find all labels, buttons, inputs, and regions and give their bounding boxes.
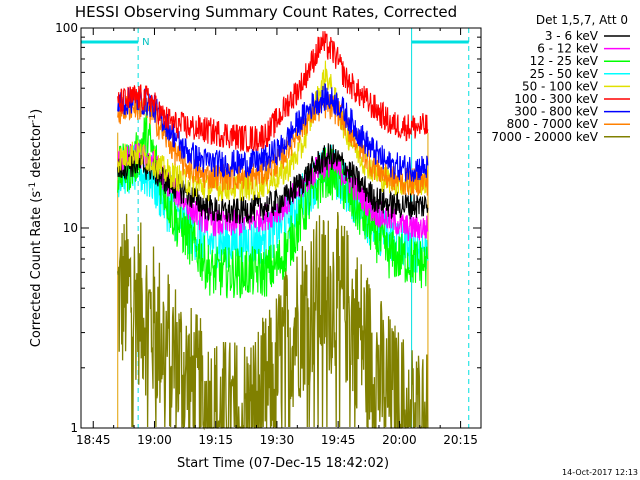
y-tick-label-1: 10 bbox=[63, 221, 78, 235]
series-line-6 bbox=[117, 82, 429, 182]
y-axis-label-sup2: -1 bbox=[28, 114, 38, 123]
x-tick-label-6: 20:15 bbox=[443, 433, 478, 447]
x-tick-label-5: 20:00 bbox=[382, 433, 417, 447]
series-line-4 bbox=[117, 60, 429, 202]
y-axis-label-sup1: -1 bbox=[28, 182, 38, 191]
x-tick-label-0: 18:45 bbox=[76, 433, 111, 447]
x-tick-label-2: 19:15 bbox=[198, 433, 233, 447]
legend-label-4: 50 - 100 keV bbox=[522, 79, 599, 93]
series-line-2 bbox=[117, 109, 429, 299]
y-axis-label-main: Corrected Count Rate (s bbox=[29, 191, 44, 348]
y-tick-label-2: 100 bbox=[55, 21, 78, 35]
y-axis-label: Corrected Count Rate (s-1 detector-1) bbox=[28, 109, 44, 347]
legend-label-3: 25 - 50 keV bbox=[530, 67, 599, 81]
x-tick-label-1: 19:00 bbox=[137, 433, 172, 447]
night-label: N bbox=[142, 37, 149, 48]
y-axis-label-end: ) bbox=[29, 109, 44, 114]
legend-label-7: 800 - 7000 keV bbox=[507, 117, 599, 131]
legend-label-2: 12 - 25 keV bbox=[530, 54, 599, 68]
legend-label-5: 100 - 300 keV bbox=[514, 92, 598, 106]
legend-label-1: 6 - 12 keV bbox=[537, 42, 599, 56]
y-tick-label-0: 1 bbox=[70, 421, 78, 435]
legend-label-0: 3 - 6 keV bbox=[545, 29, 599, 43]
axes: 18:45 19:00 19:15 19:30 19:45 20:00 20:15 1 10 10… bbox=[55, 21, 482, 447]
timestamp: 14-Oct-2017 12:13 bbox=[562, 468, 638, 477]
legend-title: Det 1,5,7, Att 0 bbox=[536, 13, 628, 27]
legend-label-6: 300 - 800 keV bbox=[514, 105, 598, 119]
y-axis-label-mid: detector bbox=[29, 122, 44, 182]
series-line-0 bbox=[117, 143, 429, 224]
series-line-7 bbox=[117, 92, 429, 196]
series-line-5 bbox=[117, 31, 429, 153]
chart-title: HESSI Observing Summary Count Rates, Cor… bbox=[75, 3, 457, 21]
x-axis-label: Start Time (07-Dec-15 18:42:02) bbox=[177, 456, 389, 471]
x-tick-label-3: 19:30 bbox=[260, 433, 295, 447]
x-tick-label-4: 19:45 bbox=[321, 433, 356, 447]
legend-label-8: 7000 - 20000 keV bbox=[491, 130, 598, 144]
series-line-8 bbox=[117, 211, 429, 431]
